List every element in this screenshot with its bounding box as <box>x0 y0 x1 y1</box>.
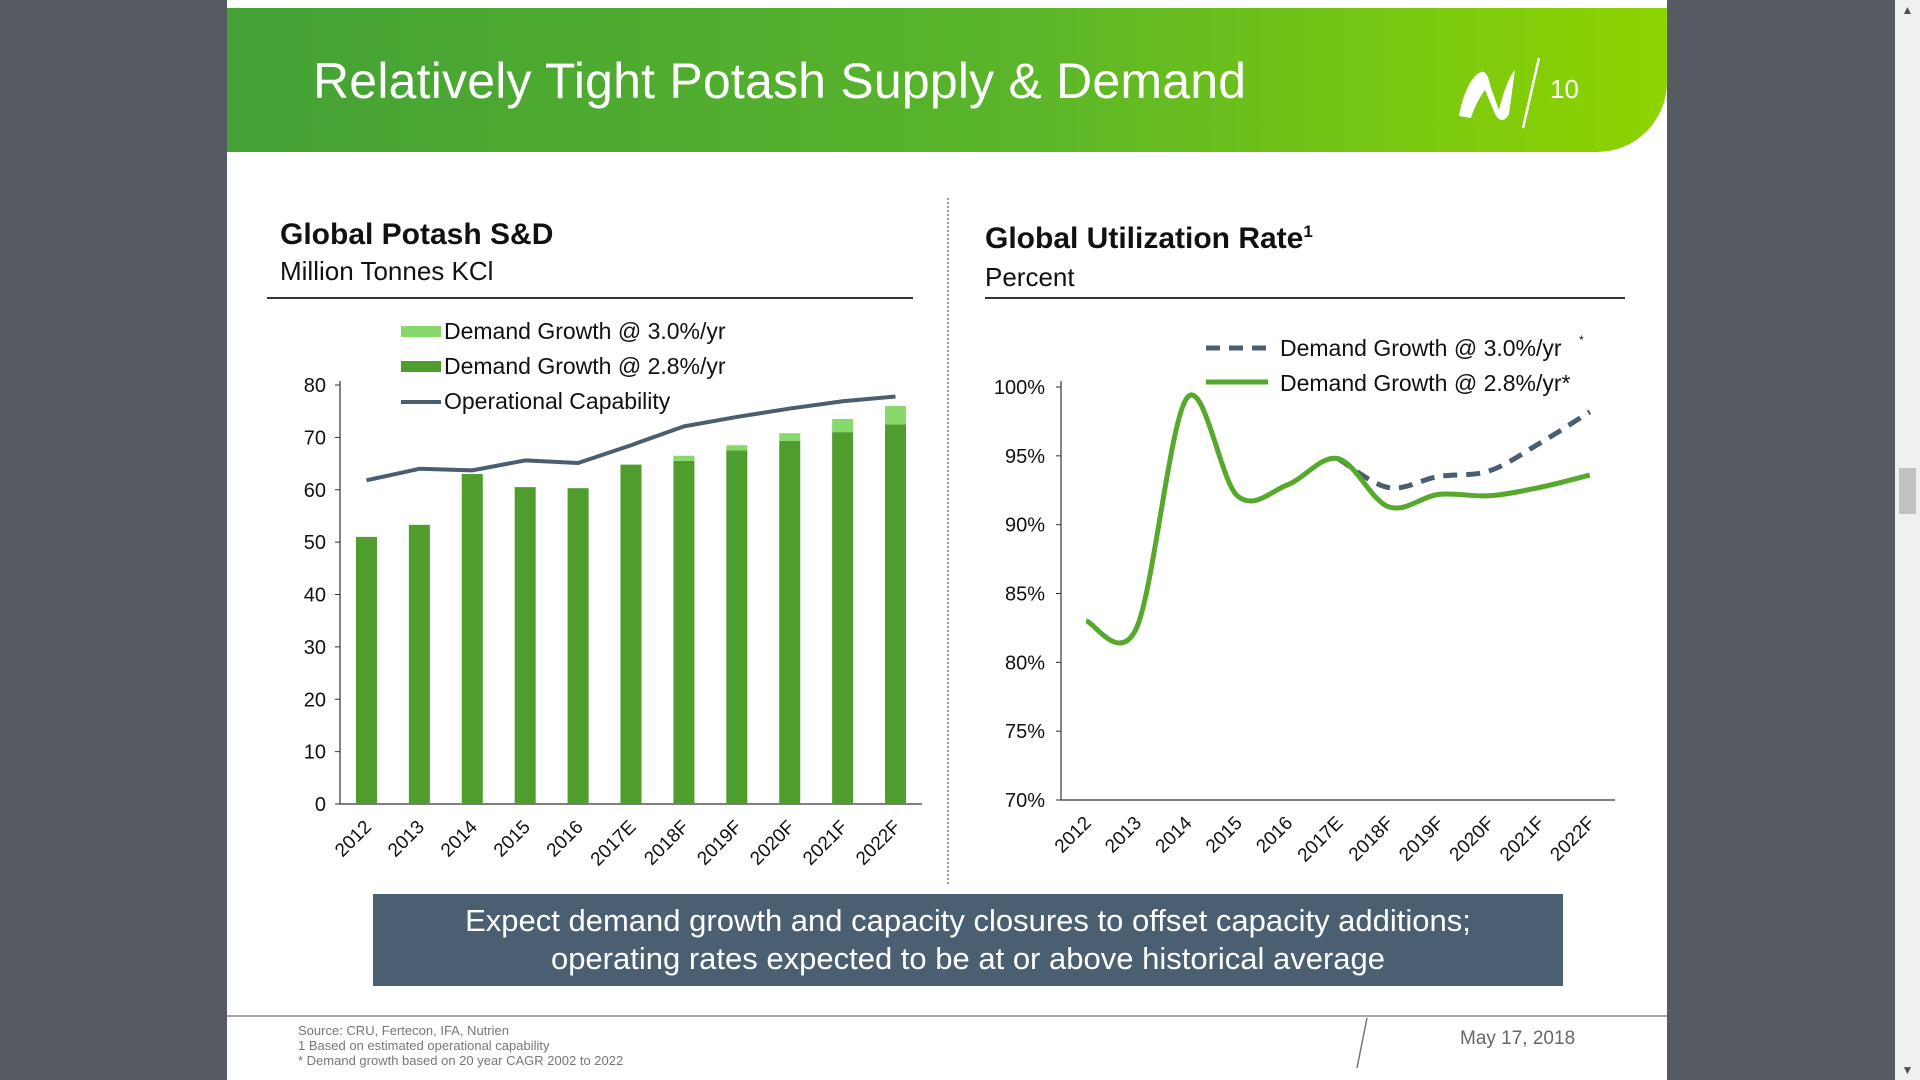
left-legend-label: Operational Capability <box>444 388 671 414</box>
scroll-up-arrow-icon[interactable]: ▲ <box>1901 3 1914 17</box>
left-x-tick-label: 2022F <box>852 817 905 870</box>
legend-swatch-demand-3-0 <box>401 326 441 337</box>
right-legend-label: Demand Growth @ 3.0%/yr <box>1280 335 1562 361</box>
bar-demand-2-8 <box>408 524 430 804</box>
bar-demand-3-0 <box>885 405 907 425</box>
scroll-down-arrow-icon[interactable]: ▼ <box>1901 1063 1914 1077</box>
left-legend-label: Demand Growth @ 3.0%/yr <box>444 318 726 344</box>
left-x-tick-label: 2020F <box>746 817 799 870</box>
utilization-rate-chart: 100%95%90%85%80%75%70%2012 2013 2014 2015 20… <box>994 333 1615 867</box>
right-y-tick-label: 85% <box>1005 584 1045 606</box>
slide-page: Relatively Tight Potash Supply & Demand … <box>227 0 1667 1080</box>
bar-demand-3-0 <box>832 419 854 433</box>
left-x-tick-label: 2015 <box>490 817 535 862</box>
left-legend-label: Demand Growth @ 2.8%/yr <box>444 353 726 379</box>
page-number: 10 <box>1550 74 1579 104</box>
left-x-tick-label: 2016 <box>543 817 588 862</box>
right-chart-title-superscript: 1 <box>1303 222 1313 241</box>
right-y-tick-label: 100% <box>994 377 1045 399</box>
right-x-tick-label: 2018F <box>1345 813 1398 866</box>
right-x-tick-label: 2021F <box>1496 813 1549 866</box>
left-y-tick-label: 40 <box>304 585 326 607</box>
right-y-tick-label: 95% <box>1005 446 1045 468</box>
left-panel-rule <box>267 297 913 299</box>
legend-swatch-demand-2-8 <box>401 361 441 372</box>
right-x-tick-label: 2019F <box>1395 813 1448 866</box>
footer-rule <box>227 1015 1667 1017</box>
right-y-tick-label: 90% <box>1005 515 1045 537</box>
footer-slash-divider <box>1356 1018 1368 1068</box>
left-y-tick-label: 50 <box>304 532 326 554</box>
right-x-tick-label: 2022F <box>1546 813 1599 866</box>
left-y-tick-label: 70 <box>304 427 326 449</box>
left-x-tick-label: 2021F <box>799 817 852 870</box>
left-y-tick-label: 30 <box>304 637 326 659</box>
bar-demand-2-8 <box>355 536 377 804</box>
right-chart-title: Global Utilization Rate1 <box>985 222 1313 256</box>
bar-demand-2-8 <box>726 450 748 804</box>
bar-demand-3-0 <box>726 445 748 451</box>
bar-demand-2-8 <box>673 460 695 804</box>
bar-demand-2-8 <box>620 464 642 804</box>
right-y-tick-label: 70% <box>1005 790 1045 812</box>
slide-header: Relatively Tight Potash Supply & Demand … <box>227 8 1667 152</box>
bar-demand-2-8 <box>885 424 907 804</box>
nutrien-logo-icon <box>1459 57 1541 129</box>
footer-note-1: 1 Based on estimated operational capabil… <box>298 1038 550 1053</box>
callout-line-1: Expect demand growth and capacity closur… <box>465 903 1471 938</box>
left-x-tick-label: 2018F <box>641 817 694 870</box>
slide-title: Relatively Tight Potash Supply & Demand <box>313 53 1247 109</box>
right-x-tick-label: 2013 <box>1101 813 1146 858</box>
right-x-tick-label: 2016 <box>1252 813 1297 858</box>
footer-date: May 17, 2018 <box>1460 1028 1576 1049</box>
left-x-tick-label: 2017E <box>587 817 641 871</box>
left-x-tick-label: 2012 <box>331 817 376 862</box>
right-y-tick-label: 80% <box>1005 652 1045 674</box>
scroll-thumb[interactable] <box>1899 468 1916 514</box>
left-x-tick-label: 2014 <box>437 816 482 861</box>
key-message-callout: Expect demand growth and capacity closur… <box>373 894 1563 986</box>
bar-demand-3-0 <box>673 455 695 461</box>
right-x-tick-label: 2017E <box>1294 813 1348 867</box>
left-y-tick-label: 20 <box>304 689 326 711</box>
left-y-tick-label: 10 <box>304 742 326 764</box>
right-chart-subtitle: Percent <box>985 262 1075 292</box>
right-legend-label: Demand Growth @ 2.8%/yr* <box>1280 370 1571 396</box>
right-x-tick-label: 2020F <box>1446 813 1499 866</box>
right-x-tick-label: 2014 <box>1152 812 1197 857</box>
left-chart-title: Global Potash S&D <box>280 218 554 251</box>
bar-demand-2-8 <box>567 488 589 804</box>
left-y-tick-label: 0 <box>315 794 326 816</box>
operational-capability-line <box>366 394 896 483</box>
bar-demand-2-8 <box>779 441 801 804</box>
utilization-line-3-0-dashed <box>1336 409 1592 491</box>
utilization-line-2-8-solid <box>1085 392 1591 646</box>
left-y-tick-label: 60 <box>304 480 326 502</box>
right-chart-title-text: Global Utilization Rate <box>985 222 1304 255</box>
footer-note-2: * Demand growth based on 20 year CAGR 20… <box>298 1053 624 1068</box>
bar-demand-2-8 <box>832 432 854 804</box>
footer-source: Source: CRU, Fertecon, IFA, Nutrien <box>298 1023 509 1038</box>
callout-line-2: operating rates expected to be at or abo… <box>550 941 1386 976</box>
bar-demand-3-0 <box>779 433 801 442</box>
left-chart-subtitle: Million Tonnes KCl <box>280 256 494 286</box>
bar-demand-2-8 <box>461 474 483 804</box>
panel-divider <box>947 198 949 884</box>
left-y-tick-label: 80 <box>304 375 326 397</box>
right-x-tick-label: 2015 <box>1202 813 1247 858</box>
left-x-tick-label: 2019F <box>693 817 746 870</box>
footer-notes: Source: CRU, Fertecon, IFA, Nutrien 1 Ba… <box>298 1023 623 1068</box>
right-panel-rule <box>985 297 1625 299</box>
left-x-tick-label: 2013 <box>384 817 429 862</box>
vertical-scrollbar[interactable]: ▲ ▼ <box>1895 0 1920 1080</box>
right-x-tick-label: 2012 <box>1051 813 1096 858</box>
right-legend-asterisk: * <box>1579 333 1584 347</box>
right-y-tick-label: 75% <box>1005 721 1045 743</box>
bar-demand-2-8 <box>514 487 536 804</box>
